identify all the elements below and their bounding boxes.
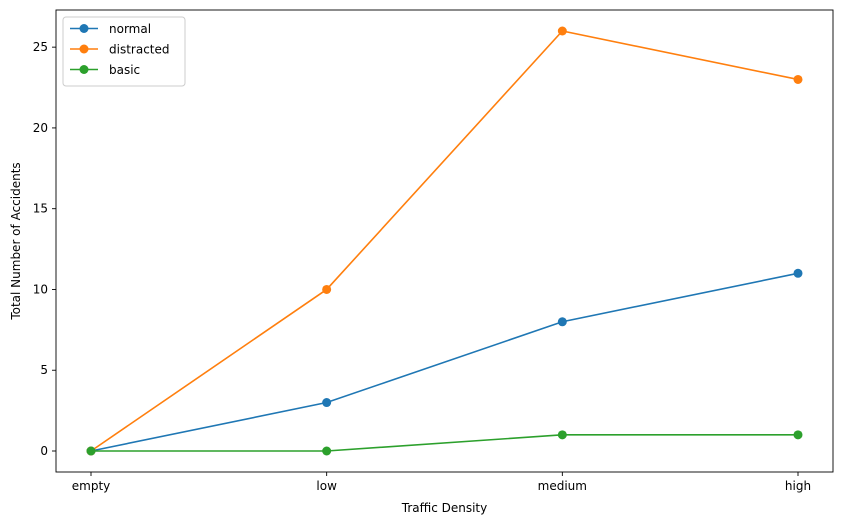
data-point xyxy=(793,268,803,278)
legend-item-distracted: distracted xyxy=(70,42,170,56)
y-axis: 0 5 10 15 20 25 xyxy=(33,40,56,458)
series-layer xyxy=(86,26,803,456)
legend-label: distracted xyxy=(109,42,170,56)
data-point xyxy=(557,317,567,327)
x-axis: empty low medium high xyxy=(72,472,811,493)
y-tick-label: 15 xyxy=(33,202,48,216)
data-point xyxy=(322,398,332,408)
legend: normal distracted basic xyxy=(62,16,186,87)
data-point xyxy=(793,74,803,84)
x-tick-label: high xyxy=(785,479,811,493)
data-point xyxy=(793,430,803,440)
data-point xyxy=(322,446,332,456)
y-tick-label: 0 xyxy=(40,444,48,458)
data-point xyxy=(86,446,96,456)
plot-frame xyxy=(55,9,834,473)
y-tick-label: 10 xyxy=(33,282,48,296)
series-basic xyxy=(86,430,803,456)
series-line xyxy=(91,434,798,452)
x-tick-label: low xyxy=(316,479,337,493)
data-point xyxy=(322,284,332,294)
series-line xyxy=(90,272,799,452)
plot-area xyxy=(56,10,833,472)
y-axis-label: Total Number of Accidents xyxy=(9,162,23,320)
legend-marker xyxy=(79,24,89,33)
y-tick-label: 25 xyxy=(33,40,48,54)
x-tick-label: medium xyxy=(538,479,587,493)
y-tick-label: 5 xyxy=(40,363,48,377)
legend-marker xyxy=(79,44,89,54)
legend-marker xyxy=(79,65,89,74)
series-line xyxy=(90,30,799,452)
legend-label: basic xyxy=(109,63,140,77)
data-point xyxy=(557,430,567,440)
legend-item-normal: normal xyxy=(70,22,151,36)
x-axis-label: Traffic Density xyxy=(401,501,488,515)
y-tick-label: 20 xyxy=(33,121,48,135)
legend-item-basic: basic xyxy=(70,63,140,77)
data-point xyxy=(557,26,567,36)
x-tick-label: empty xyxy=(72,479,111,493)
legend-label: normal xyxy=(109,22,151,36)
